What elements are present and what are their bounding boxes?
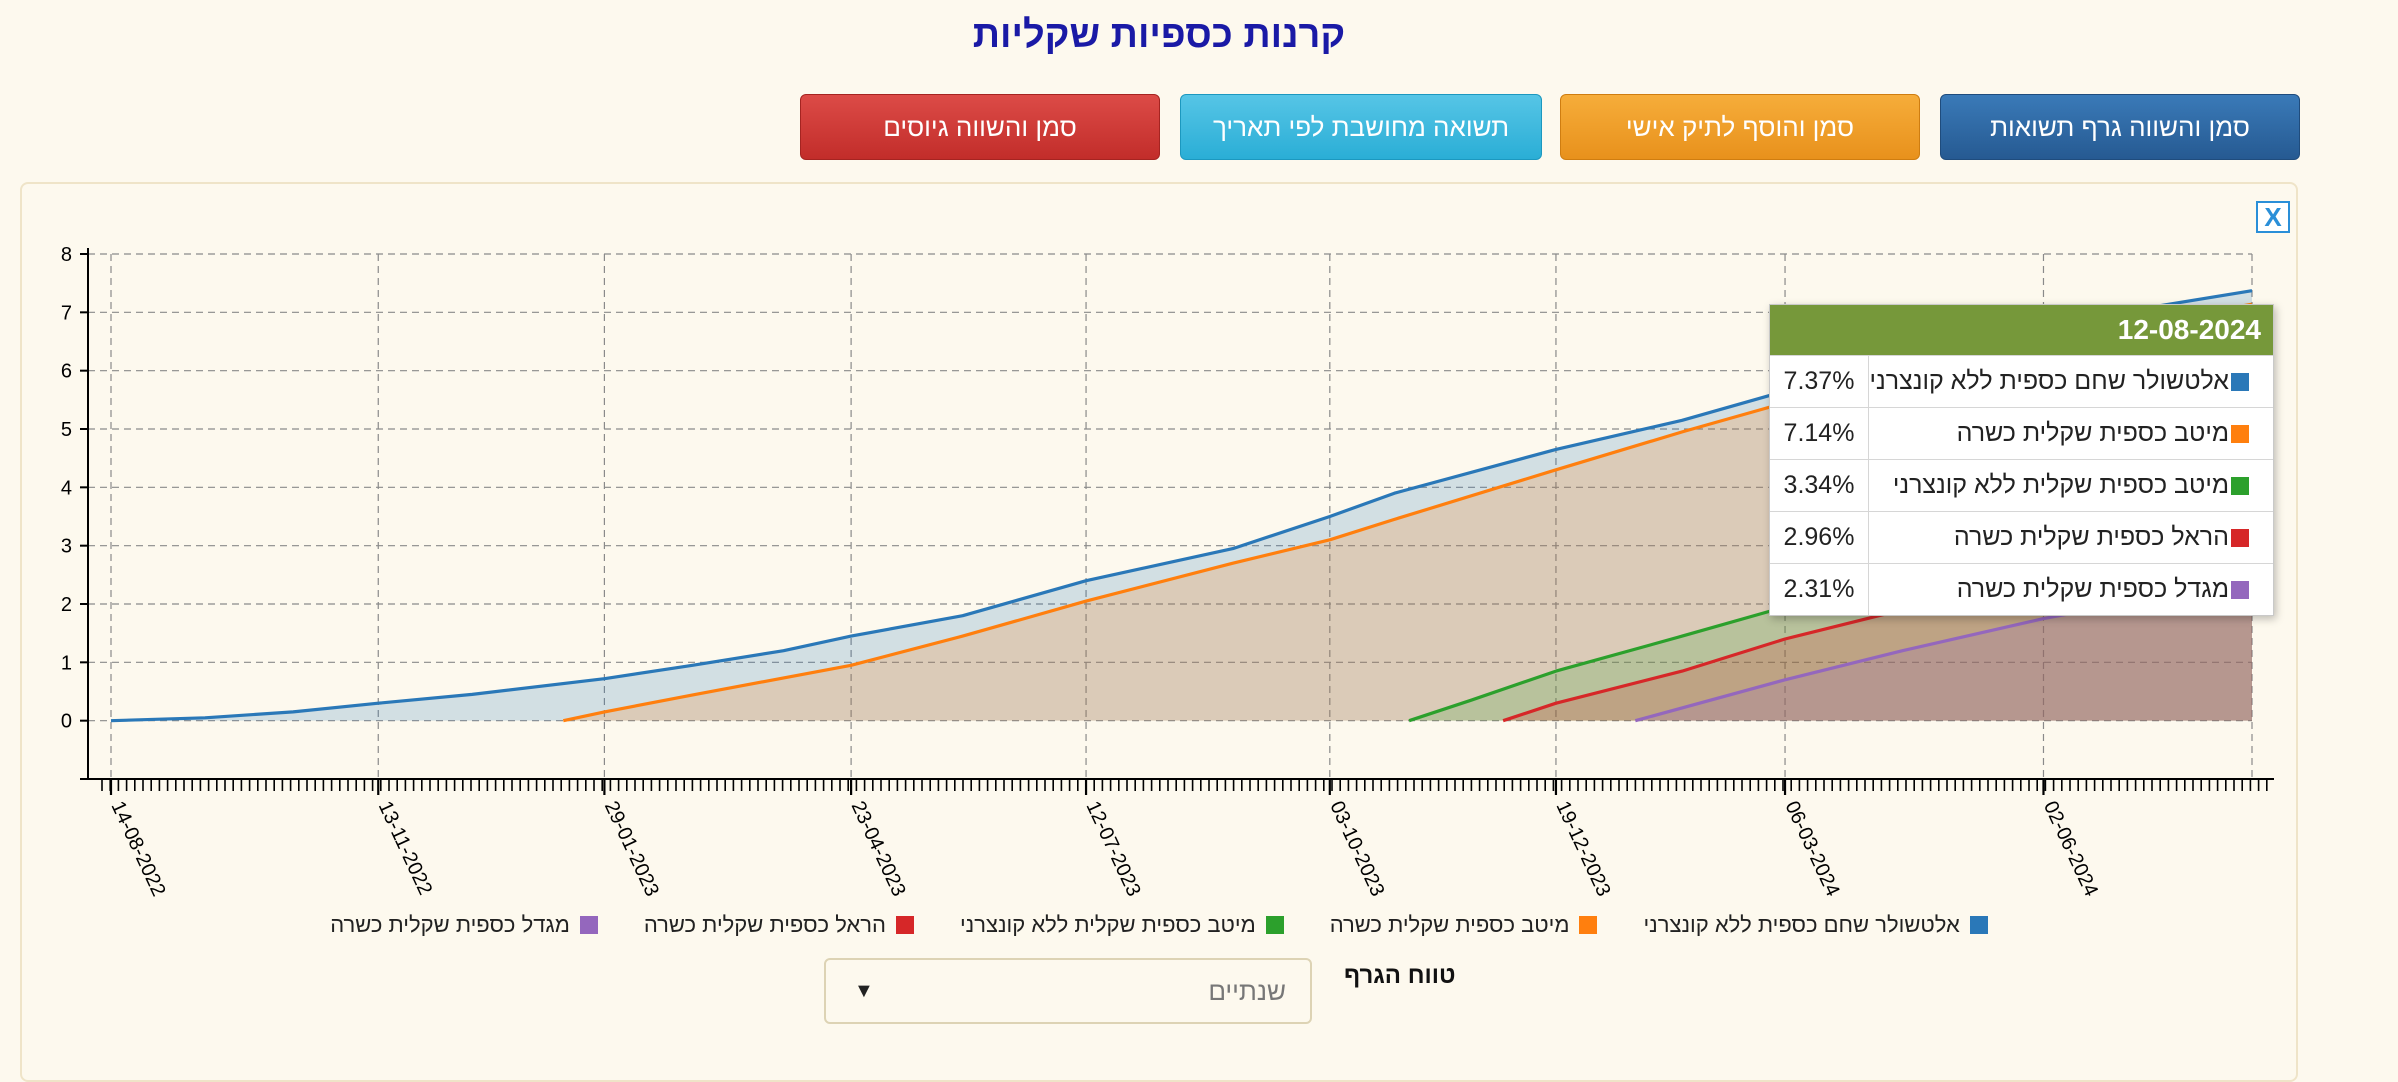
y-tick-label: 7 [61, 302, 72, 324]
tooltip-value: 7.37% [1783, 367, 1855, 395]
range-label: טווח הגרף [1344, 962, 1456, 989]
tooltip-series-label: מיטב כספית שקלית כשרה [1956, 419, 2229, 447]
y-tick-label: 2 [61, 594, 72, 616]
legend-label: מיטב כספית שקלית כשרה [1329, 912, 1570, 937]
tooltip-value: 2.96% [1783, 523, 1855, 551]
tooltip-swatch [2231, 424, 2249, 443]
legend-swatch [1265, 916, 1284, 934]
tooltip-series-label: מגדל כספית שקלית כשרה [1956, 575, 2229, 603]
y-tick-label: 5 [61, 419, 72, 441]
page-title: קרנות כספיות שקליות [972, 14, 1346, 56]
legend-item[interactable]: מיטב כספית שקלית כשרה [1330, 912, 1598, 938]
compare-returns-button[interactable]: סמן והשווה גרף תשואות [1940, 94, 2300, 160]
tooltip-row: מיטב כספית שקלית ללא קונצרני 3.34% [1770, 459, 2273, 511]
legend-label: מיטב כספית שקלית ללא קונצרני [959, 912, 1256, 937]
tooltip-row: מגדל כספית שקלית כשרה 2.31% [1770, 563, 2273, 615]
compare-raising-button[interactable]: סמן והשווה גיוסים [800, 94, 1160, 160]
tooltip-row: אלטשולר שחם כספית ללא קונצרני 7.37% [1770, 355, 2273, 407]
legend-item[interactable]: אלטשולר שחם כספית ללא קונצרני [1643, 912, 1988, 938]
tooltip-swatch [2231, 372, 2249, 391]
tooltip-series-label: אלטשולר שחם כספית ללא קונצרני [1869, 367, 2229, 395]
x-tick-label: 29-01-2023 [600, 798, 663, 900]
tooltip-swatch [2231, 528, 2249, 547]
range-select[interactable]: שנתיים ▼ [824, 958, 1312, 1024]
chevron-down-icon: ▼ [854, 979, 874, 1002]
x-tick-label: 14-08-2022 [106, 798, 169, 900]
tooltip-series-name: מיטב כספית שקלית ללא קונצרני [1868, 460, 2273, 511]
x-tick-label: 12-07-2023 [1082, 798, 1145, 900]
x-minor-ticks [101, 779, 2268, 791]
tooltip-value: 7.14% [1783, 419, 1855, 447]
tooltip-date: 12-08-2024 [1770, 305, 2273, 355]
tooltip-series-name: הראל כספית שקלית כשרה [1868, 512, 2273, 563]
legend-swatch [579, 916, 598, 934]
tooltip-value: 2.31% [1783, 575, 1855, 603]
x-tick-label: 02-06-2024 [2039, 798, 2102, 900]
series-area [1635, 585, 2252, 721]
close-chart-button[interactable]: X [2256, 201, 2290, 233]
legend-swatch [1969, 916, 1988, 934]
x-tick-label: 23-04-2023 [847, 798, 910, 900]
legend-label: הראל כספית שקלית כשרה [643, 912, 886, 937]
y-tick-label: 1 [61, 652, 72, 674]
tooltip-value: 3.34% [1783, 471, 1855, 499]
range-select-value: שנתיים [1208, 975, 1286, 1006]
series-area [111, 290, 2252, 721]
legend-swatch [1579, 916, 1598, 934]
tooltip-series-name: מיטב כספית שקלית כשרה [1868, 408, 2273, 459]
x-tick-label: 19-12-2023 [1551, 798, 1614, 900]
tooltip-swatch [2231, 580, 2249, 599]
legend-item[interactable]: מיטב כספית שקלית ללא קונצרני [960, 912, 1284, 938]
legend-item[interactable]: הראל כספית שקלית כשרה [644, 912, 914, 938]
return-by-date-button[interactable]: תשואה מחושבת לפי תאריך [1180, 94, 1542, 160]
tooltip-series-label: הראל כספית שקלית כשרה [1953, 523, 2229, 551]
x-tick-label: 06-03-2024 [1781, 798, 1844, 900]
legend-item[interactable]: מגדל כספית שקלית כשרה [330, 912, 598, 938]
tooltip-series-name: מגדל כספית שקלית כשרה [1868, 564, 2273, 615]
tooltip-series-name: אלטשולר שחם כספית ללא קונצרני [1868, 356, 2273, 407]
x-tick-label: 13-11-2022 [374, 798, 437, 899]
y-tick-label: 0 [61, 711, 72, 733]
chart-tooltip: 12-08-2024 אלטשולר שחם כספית ללא קונצרני… [1769, 304, 2274, 616]
x-tick-label: 03-10-2023 [1325, 798, 1388, 900]
legend-swatch [895, 916, 914, 934]
tooltip-swatch [2231, 476, 2249, 495]
y-tick-label: 3 [61, 536, 72, 558]
y-tick-label: 4 [61, 477, 72, 499]
legend-label: אלטשולר שחם כספית ללא קונצרני [1643, 912, 1960, 937]
tooltip-row: הראל כספית שקלית כשרה 2.96% [1770, 511, 2273, 563]
tooltip-series-label: מיטב כספית שקלית ללא קונצרני [1892, 471, 2229, 499]
y-tick-label: 8 [61, 244, 72, 266]
add-to-portfolio-button[interactable]: סמן והוסף לתיק אישי [1560, 94, 1920, 160]
tooltip-row: מיטב כספית שקלית כשרה 7.14% [1770, 407, 2273, 459]
y-tick-label: 6 [61, 361, 72, 383]
legend-label: מגדל כספית שקלית כשרה [330, 912, 570, 937]
chart-legend: אלטשולר שחם כספית ללא קונצרני מיטב כספית … [0, 912, 2318, 938]
